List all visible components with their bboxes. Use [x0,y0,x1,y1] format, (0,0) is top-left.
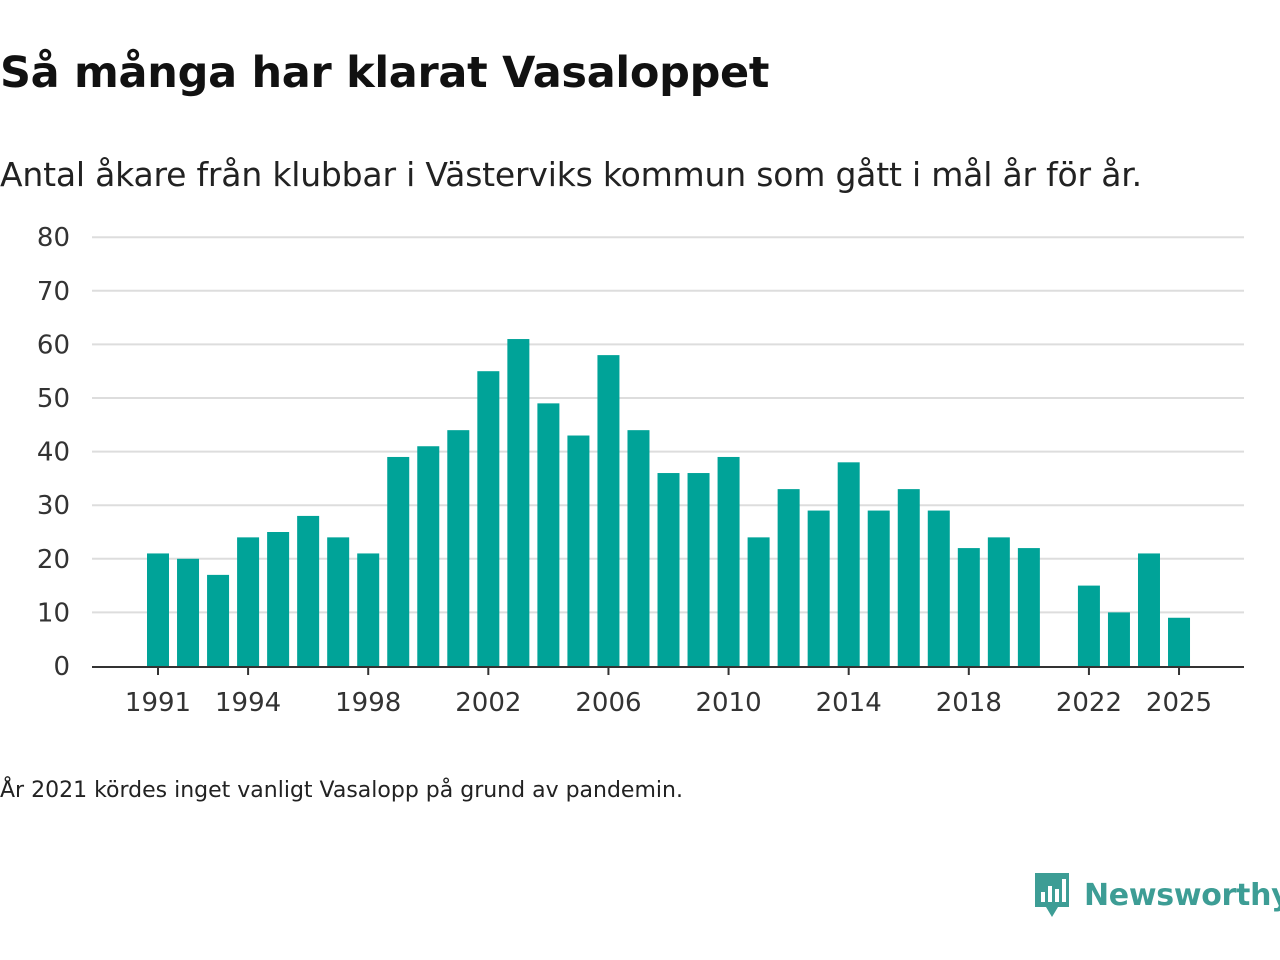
x-tick-label: 2018 [936,688,1002,718]
y-tick-label: 50 [37,384,70,414]
y-tick-label: 20 [37,545,70,575]
x-tick-label: 1998 [335,688,401,718]
x-tick-label: 2025 [1146,688,1212,718]
bar-1992[interactable]: 1992: 20 [177,558,200,666]
y-tick-label: 60 [37,330,70,360]
bar-chart: 0 10 20 30 40 50 60 70 80 1991: 21 1992: 20 1993: … [37,223,1244,718]
bar-2022[interactable]: 2022: 15 [1077,585,1100,666]
x-axis: 1991 1994 1998 2002 2006 2010 2014 2018 2022 2025 [92,666,1244,718]
y-tick-label: 40 [37,438,70,468]
bar-2015[interactable]: 2015: 29 [867,510,890,666]
bar-2002[interactable]: 2002: 55 [477,371,500,666]
y-tick-label: 30 [37,491,70,521]
x-tick-label: 1991 [125,688,191,718]
bar-2017[interactable]: 2017: 29 [927,510,950,666]
bar-1991[interactable]: 1991: 21 [147,553,169,666]
bar-1998[interactable]: 1998: 21 [357,553,380,666]
bar-2006[interactable]: 2006: 58 [597,355,620,666]
bar-2020[interactable]: 2020: 22 [1017,548,1040,666]
bar-1997[interactable]: 1997: 24 [327,537,350,666]
bar-2003[interactable]: 2003: 61 [507,339,530,666]
bar-2004[interactable]: 2004: 49 [537,403,560,666]
bar-1999[interactable]: 1999: 39 [387,456,410,666]
x-tick-label: 2022 [1056,688,1122,718]
bar-2023[interactable]: 2023: 10 [1107,612,1130,666]
bar-2013[interactable]: 2013: 29 [807,510,830,666]
bars: 1991: 21 1992: 20 1993: 17 1994: 24 1995: 25… [147,339,1191,666]
y-tick-label: 70 [37,277,70,307]
bar-2018[interactable]: 2018: 22 [957,548,980,666]
bar-2001[interactable]: 2001: 44 [447,430,470,666]
x-tick-label: 2006 [575,688,641,718]
bar-2009[interactable]: 2009: 36 [687,473,710,666]
bar-2016[interactable]: 2016: 33 [897,489,920,666]
bar-1995[interactable]: 1995: 25 [267,532,290,666]
x-tick-label: 1994 [215,688,281,718]
bar-2024[interactable]: 2024: 21 [1137,553,1160,666]
bar-2007[interactable]: 2007: 44 [627,430,650,666]
x-tick-label: 2014 [816,688,882,718]
bar-2000[interactable]: 2000: 41 [417,446,440,666]
brand-name: Newsworthy [1084,877,1280,913]
bar-2012[interactable]: 2012: 33 [777,489,800,666]
bar-1994[interactable]: 1994: 24 [237,537,260,666]
bar-2010[interactable]: 2010: 39 [717,456,740,666]
y-tick-label: 80 [37,223,70,253]
y-tick-label: 10 [37,598,70,628]
y-tick-label: 0 [53,652,70,682]
x-tick-label: 2010 [695,688,761,718]
newsworthy-logo-icon [1035,873,1069,917]
bar-1996[interactable]: 1996: 28 [297,515,320,666]
bar-2008[interactable]: 2008: 36 [657,473,680,666]
bar-2011[interactable]: 2011: 24 [747,537,770,666]
footnote: År 2021 kördes inget vanligt Vasalopp på… [0,778,683,803]
bar-2005[interactable]: 2005: 43 [567,435,590,666]
bar-2014[interactable]: 2014: 38 [837,462,860,666]
bar-2025[interactable]: 2025: 9 [1168,617,1191,666]
brand-logo[interactable]: Newsworthy [1032,870,1280,920]
chart-title: Så många har klarat Vasaloppet [0,48,770,98]
bar-2019[interactable]: 2019: 24 [987,537,1010,666]
x-tick-label: 2002 [455,688,521,718]
bar-1993[interactable]: 1993: 17 [207,574,230,666]
chart-subtitle: Antal åkare från klubbar i Västerviks ko… [0,155,1142,194]
y-axis-labels: 0 10 20 30 40 50 60 70 80 [37,223,70,682]
